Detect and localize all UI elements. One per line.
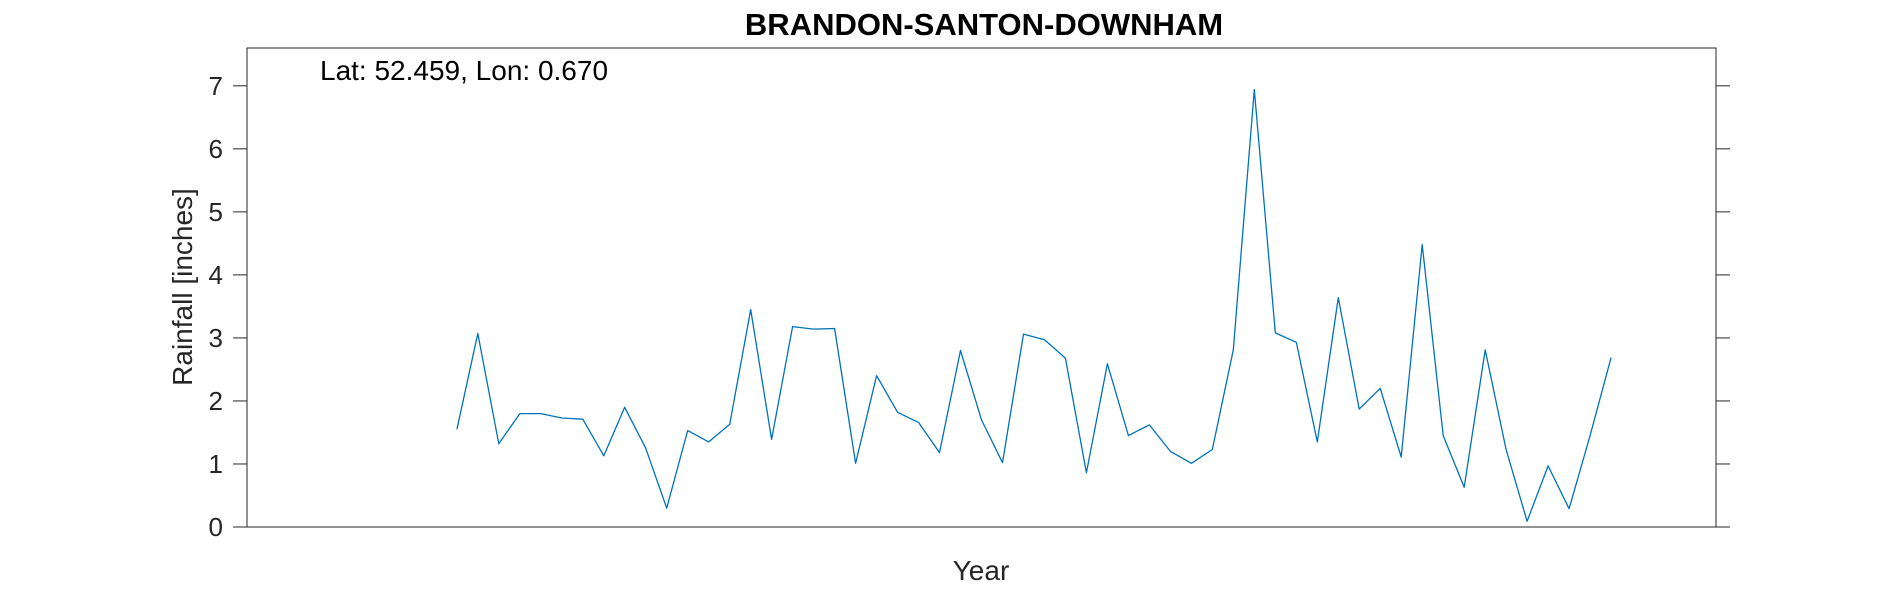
y-tick-label: 4	[209, 260, 223, 290]
y-tick-label: 3	[209, 323, 223, 353]
y-tick-label: 2	[209, 386, 223, 416]
x-axis-label: Year	[953, 555, 1010, 586]
y-tick-label: 5	[209, 197, 223, 227]
y-tick-label: 1	[209, 449, 223, 479]
y-tick-label: 7	[209, 71, 223, 101]
y-axis-ticks: 0 1 2 3 4 5 6 7	[209, 71, 1730, 542]
y-axis-label: Rainfall [inches]	[167, 188, 198, 386]
y-tick-label: 0	[209, 512, 223, 542]
location-annotation: Lat: 52.459, Lon: 0.670	[320, 55, 608, 86]
y-tick-label: 6	[209, 134, 223, 164]
chart-title: BRANDON-SANTON-DOWNHAM	[745, 7, 1223, 42]
plot-area	[246, 47, 1717, 528]
rainfall-series-line	[456, 88, 1612, 522]
